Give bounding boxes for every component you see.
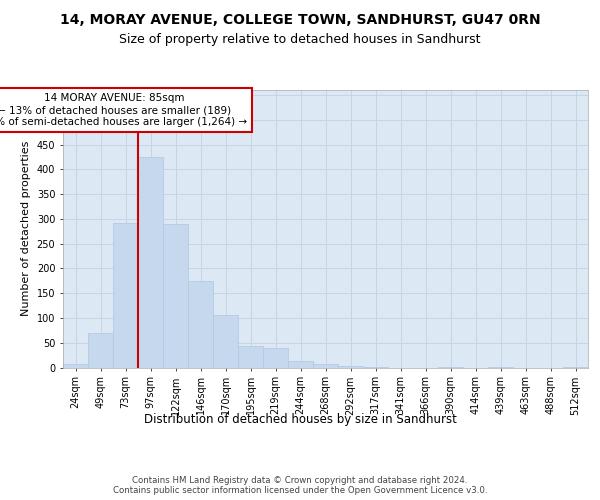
Text: Distribution of detached houses by size in Sandhurst: Distribution of detached houses by size … xyxy=(143,412,457,426)
Bar xyxy=(188,281,213,368)
Bar xyxy=(138,158,163,368)
Bar xyxy=(113,224,138,368)
Bar xyxy=(88,333,113,368)
Bar xyxy=(313,364,338,368)
Text: 14, MORAY AVENUE, COLLEGE TOWN, SANDHURST, GU47 0RN: 14, MORAY AVENUE, COLLEGE TOWN, SANDHURS… xyxy=(59,12,541,26)
Text: Size of property relative to detached houses in Sandhurst: Size of property relative to detached ho… xyxy=(119,32,481,46)
Bar xyxy=(213,315,238,368)
Bar xyxy=(63,364,88,368)
Bar xyxy=(263,348,288,368)
Y-axis label: Number of detached properties: Number of detached properties xyxy=(21,141,31,316)
Text: 14 MORAY AVENUE: 85sqm
← 13% of detached houses are smaller (189)
86% of semi-de: 14 MORAY AVENUE: 85sqm ← 13% of detached… xyxy=(0,94,247,126)
Bar xyxy=(163,224,188,368)
Bar xyxy=(288,360,313,368)
Bar xyxy=(238,346,263,368)
Text: Contains HM Land Registry data © Crown copyright and database right 2024.
Contai: Contains HM Land Registry data © Crown c… xyxy=(113,476,487,495)
Bar xyxy=(338,366,363,368)
